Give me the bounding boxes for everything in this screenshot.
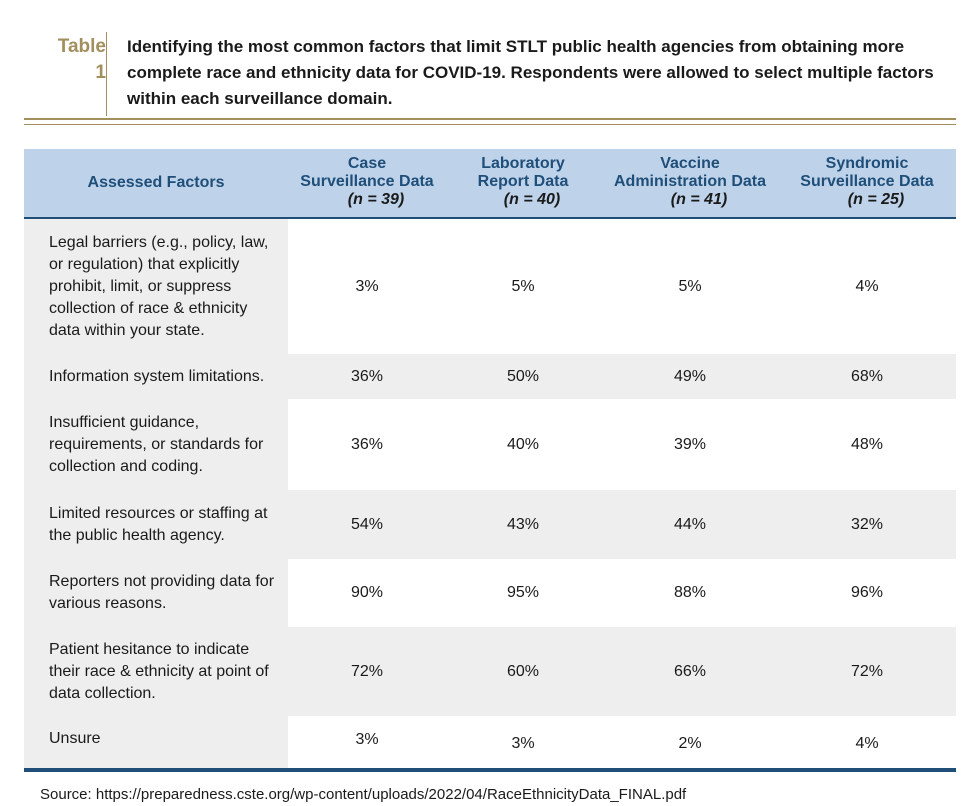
table-header: Assessed Factors Case Surveillance Data …	[24, 149, 956, 219]
value-cell: 50%	[506, 367, 540, 385]
header-laboratory-report: Laboratory Report Data (n = 40)	[444, 149, 602, 217]
value-cell: 36%	[350, 435, 384, 453]
header-vaccine-administration: Vaccine Administration Data (n = 41)	[602, 149, 778, 217]
factors-table: Assessed Factors Case Surveillance Data …	[24, 149, 956, 768]
value-cell: 66%	[673, 662, 707, 680]
header-n: (n = 25)	[847, 191, 905, 208]
table-number-label: Table 1	[57, 36, 106, 83]
source-note: Source: https://preparedness.cste.org/wp…	[40, 786, 687, 803]
caption-rule-bottom	[24, 124, 956, 125]
table-row: Patient hesitance to indicate their race…	[24, 627, 956, 716]
caption-divider	[106, 32, 107, 116]
factor-cell: Insufficient guidance, requirements, or …	[24, 399, 288, 490]
value-cell: 72%	[850, 662, 884, 680]
value-cell: 48%	[850, 435, 884, 453]
header-case-surveillance: Case Surveillance Data (n = 39)	[290, 149, 444, 217]
header-assessed-factors: Assessed Factors	[87, 174, 225, 191]
header-n: (n = 41)	[670, 191, 728, 208]
header-n: (n = 39)	[347, 191, 405, 208]
factor-cell: Legal barriers (e.g., policy, law, or re…	[24, 219, 288, 354]
value-cell: 95%	[506, 584, 540, 601]
factor-cell: Information system limitations.	[24, 354, 288, 399]
factor-cell: Unsure	[24, 716, 288, 768]
value-cell: 5%	[511, 277, 535, 295]
value-cell: 4%	[855, 735, 879, 752]
value-cell: 44%	[673, 515, 707, 533]
value-cell: 96%	[850, 584, 884, 601]
value-cell: 90%	[350, 584, 384, 601]
value-cell: 36%	[350, 367, 384, 385]
value-cell: 5%	[678, 277, 702, 295]
header-n: (n = 40)	[503, 191, 561, 208]
caption-text: Identifying the most common factors that…	[127, 37, 934, 108]
value-cell: 54%	[350, 515, 384, 533]
header-title: Syndromic Surveillance Data	[800, 155, 934, 190]
value-cell: 49%	[673, 367, 707, 385]
header-syndromic-surveillance: Syndromic Surveillance Data (n = 25)	[778, 149, 956, 217]
header-title: Vaccine Administration Data	[613, 155, 766, 190]
table-row: Information system limitations. 36% 50% …	[24, 354, 956, 399]
table-row: Legal barriers (e.g., policy, law, or re…	[24, 219, 956, 354]
table-row: Reporters not providing data for various…	[24, 559, 956, 627]
value-cell: 68%	[850, 367, 884, 385]
value-cell: 72%	[350, 662, 384, 680]
header-title: Laboratory Report Data	[477, 155, 569, 190]
table-row: Limited resources or staffing at the pub…	[24, 490, 956, 559]
table-caption: Table 1 Identifying the most common fact…	[24, 32, 956, 116]
table-row: Insufficient guidance, requirements, or …	[24, 399, 956, 490]
table-row: Unsure 3% 3% 2% 4%	[24, 716, 956, 768]
value-cell: 2%	[678, 735, 702, 752]
value-cell: 32%	[850, 515, 884, 533]
factor-cell: Reporters not providing data for various…	[24, 559, 288, 627]
factor-cell: Patient hesitance to indicate their race…	[24, 627, 288, 716]
header-title: Case Surveillance Data	[300, 155, 434, 190]
value-cell: 43%	[506, 515, 540, 533]
value-cell: 60%	[506, 662, 540, 680]
table-bottom-rule	[24, 768, 956, 772]
value-cell: 4%	[855, 277, 879, 295]
value-cell: 3%	[511, 735, 535, 752]
value-cell: 3%	[355, 731, 379, 748]
caption-rule-top	[24, 118, 956, 120]
value-cell: 40%	[506, 435, 540, 453]
factor-cell: Limited resources or staffing at the pub…	[24, 490, 288, 559]
value-cell: 88%	[673, 584, 707, 601]
value-cell: 3%	[355, 277, 379, 295]
value-cell: 39%	[673, 435, 707, 453]
